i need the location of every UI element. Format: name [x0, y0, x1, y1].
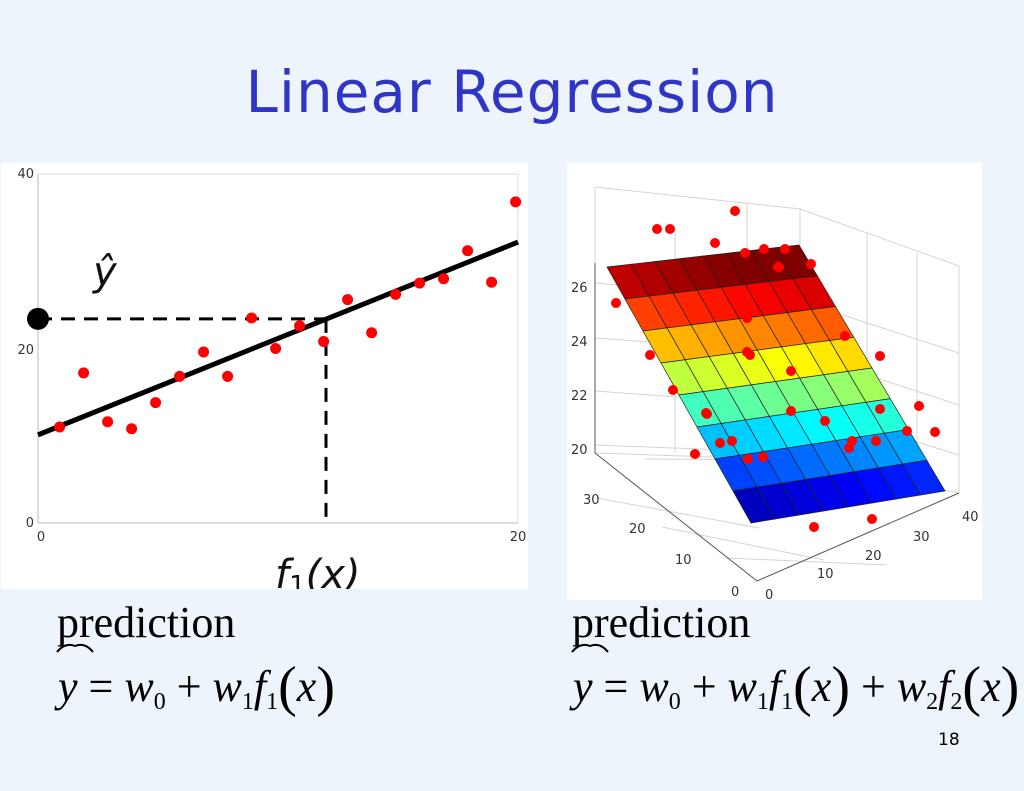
data-point [222, 370, 234, 382]
data-point-3d [914, 401, 924, 411]
data-point [198, 346, 210, 358]
surface-patch [901, 459, 946, 496]
data-point-3d [806, 259, 816, 269]
chart-3d-svg: 26 24 22 20 30 20 10 0 0 10 20 30 40 [571, 186, 979, 603]
data-points [54, 196, 522, 435]
data-point-3d [820, 416, 830, 426]
data-point-3d [758, 452, 768, 462]
data-point-3d [611, 298, 621, 308]
data-point [342, 294, 354, 306]
predicted-value-marker [27, 307, 49, 330]
data-point-3d [840, 331, 850, 341]
data-point [462, 245, 474, 257]
axes-3d [594, 263, 960, 582]
y-tick-label: 30 [583, 493, 600, 508]
data-points-3d [611, 206, 940, 532]
data-point-3d [665, 224, 675, 234]
x-tick-label: 40 [962, 510, 979, 525]
prediction-caption-left: prediction [57, 598, 236, 647]
data-point-3d [701, 408, 711, 418]
prediction-caption-right: prediction [572, 598, 751, 647]
y-tick-label: 20 [629, 522, 646, 537]
x-tick-label: 20 [510, 530, 527, 545]
equation-left: y = w0 + w1f1(x) [58, 656, 335, 718]
data-point [318, 336, 330, 348]
data-point-3d [786, 406, 796, 416]
yhat-label: ŷ [92, 249, 118, 295]
regression-line [37, 239, 519, 438]
x-tick-label: 0 [37, 530, 45, 545]
data-point-3d [652, 224, 662, 234]
data-point-3d [668, 385, 678, 395]
x-tick-label: 20 [865, 549, 882, 564]
equation-right: y = w0 + w1f1(x) + w2f2(x) [573, 656, 1020, 718]
data-point-3d [710, 238, 720, 248]
data-point [390, 288, 402, 300]
data-point-3d [645, 350, 655, 360]
data-point-3d [844, 443, 854, 453]
data-point [414, 277, 426, 289]
y-tick-label: 10 [675, 553, 692, 568]
data-point-3d [786, 366, 796, 376]
data-point-3d [759, 244, 769, 254]
data-point-3d [745, 350, 755, 360]
data-point-3d [902, 426, 912, 436]
feature-label: f1(x) [275, 552, 361, 589]
data-point [102, 416, 114, 428]
x-tick-label: 0 [765, 588, 773, 600]
data-point-3d [774, 262, 784, 272]
y-tick-label: 40 [17, 167, 34, 182]
data-point [510, 196, 522, 208]
page-number: 18 [938, 730, 960, 750]
chart-1d-svg: 40 20 0 0 20 ŷ f1(x) [17, 167, 527, 601]
data-point-3d [930, 427, 940, 437]
data-point-3d [715, 438, 725, 448]
data-point-3d [690, 449, 700, 459]
linear-regression-2d-surface-chart: 26 24 22 20 30 20 10 0 0 10 20 30 40 [567, 163, 982, 603]
data-point [366, 327, 378, 339]
data-point-3d [780, 244, 790, 254]
data-point [294, 320, 306, 332]
linear-regression-1d-chart: 40 20 0 0 20 ŷ f1(x) [1, 163, 528, 601]
underbrace-right [571, 643, 609, 653]
z-tick-label: 22 [571, 389, 588, 404]
y-tick-label: 0 [26, 516, 34, 531]
data-point-3d [871, 436, 881, 446]
data-point [126, 423, 138, 435]
data-point [150, 397, 162, 409]
data-point-3d [740, 248, 750, 258]
slide-title: Linear Regression [245, 58, 779, 126]
data-point-3d [875, 404, 885, 414]
data-point [174, 370, 186, 382]
z-tick-label: 24 [571, 335, 588, 350]
y-tick-label: 0 [731, 585, 739, 600]
z-tick-label: 26 [571, 281, 588, 296]
data-point [270, 343, 282, 354]
data-point-3d [743, 454, 753, 464]
data-point [78, 367, 90, 379]
data-point [246, 312, 258, 324]
data-point-3d [730, 206, 740, 216]
underbrace-left [56, 643, 94, 653]
y-tick-label: 20 [17, 343, 34, 358]
data-point-3d [809, 522, 819, 532]
data-point-3d [875, 351, 885, 361]
data-point-3d [867, 514, 877, 524]
x-tick-label: 10 [817, 567, 834, 582]
data-point [486, 276, 498, 288]
data-point [54, 421, 66, 433]
data-point-3d [727, 436, 737, 446]
data-point [438, 273, 450, 285]
z-tick-label: 20 [571, 443, 588, 458]
x-tick-label: 30 [913, 530, 930, 545]
data-point-3d [742, 313, 752, 323]
